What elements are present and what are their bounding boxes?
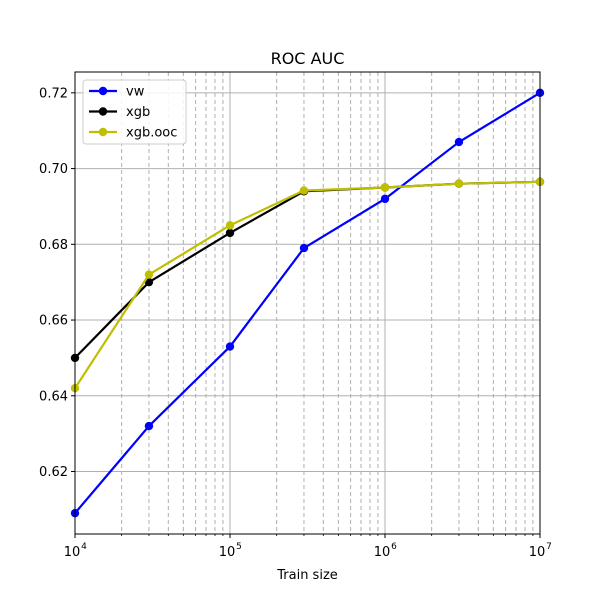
x-tick-label-exponent: 7	[546, 542, 552, 552]
tick-layer: 10 4 10 5 10 6 10 70.620.640.660.680.700.72	[39, 86, 552, 560]
legend-box	[82, 79, 187, 145]
data-point-xgb-ooc	[454, 179, 464, 188]
legend-label-vw: vw	[126, 85, 145, 100]
chart-title: ROC AUC	[271, 49, 345, 68]
x-tick-label-exponent: 6	[391, 542, 397, 552]
series-vw	[70, 88, 545, 518]
x-tick-label: 10	[219, 545, 236, 560]
x-tick-label: 10	[529, 545, 546, 560]
y-tick-label: 0.62	[39, 465, 68, 480]
legend-label-xgb: xgb	[126, 105, 150, 120]
data-point-vw	[454, 137, 464, 147]
data-point-vw	[144, 421, 154, 431]
data-point-xgb-ooc	[299, 186, 309, 195]
data-point-xgb-ooc	[225, 221, 235, 230]
x-tick-label-exponent: 4	[81, 542, 87, 552]
data-point-vw	[299, 243, 309, 253]
legend-marker-xgb	[98, 107, 108, 116]
x-tick-label-exponent: 5	[236, 542, 242, 552]
legend-label-xgb-ooc: xgb.ooc	[126, 126, 177, 141]
series-layer	[70, 88, 545, 518]
legend-marker-xgb-ooc	[98, 127, 108, 137]
x-axis-label: Train size	[276, 568, 338, 583]
data-point-xgb-ooc	[144, 270, 154, 279]
data-point-xgb	[144, 277, 154, 287]
y-tick-label: 0.64	[39, 389, 68, 404]
data-point-vw	[225, 342, 235, 351]
x-tick-label: 10	[374, 545, 391, 560]
plot-frame	[74, 71, 541, 535]
series-xgb-ooc	[70, 177, 545, 393]
data-point-xgb-ooc	[380, 183, 390, 192]
y-tick-label: 0.66	[39, 314, 68, 329]
y-tick-label: 0.70	[39, 162, 68, 177]
x-tick-label: 10	[64, 545, 81, 560]
data-point-xgb	[225, 228, 235, 238]
grid-layer	[74, 72, 541, 534]
legend-marker-vw	[98, 86, 108, 96]
data-point-vw	[380, 194, 390, 204]
legend: vw xgb xgb.ooc	[82, 79, 187, 145]
y-tick-label: 0.68	[39, 238, 68, 253]
y-tick-label: 0.72	[39, 86, 68, 101]
